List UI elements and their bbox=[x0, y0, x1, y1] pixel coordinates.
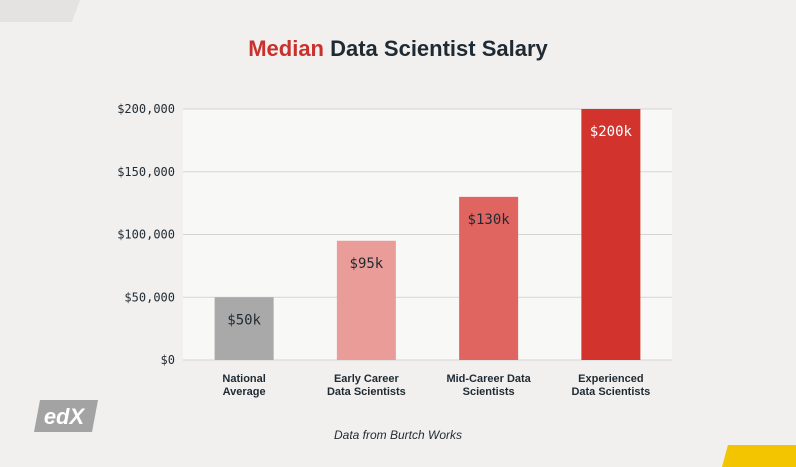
x-category-label: Scientists bbox=[463, 386, 515, 398]
y-tick-label: $100,000 bbox=[117, 228, 175, 242]
y-tick-label: $200,000 bbox=[117, 102, 175, 116]
x-category-label: National bbox=[222, 373, 265, 385]
bar bbox=[214, 297, 274, 360]
x-category-label: Average bbox=[223, 386, 266, 398]
data-label: $95k bbox=[350, 256, 384, 272]
edx-logo-text: edX bbox=[44, 404, 86, 429]
edx-logo: edX bbox=[34, 400, 98, 432]
data-label: $50k bbox=[227, 312, 261, 328]
x-category-label: Mid-Career Data bbox=[446, 373, 531, 385]
data-label: $200k bbox=[590, 124, 633, 140]
bar bbox=[459, 196, 519, 360]
x-category-label: Data Scientists bbox=[571, 386, 650, 398]
x-category-label: Early Career bbox=[334, 373, 400, 385]
data-label: $130k bbox=[468, 212, 511, 228]
bar bbox=[336, 240, 396, 360]
x-category-label: Experienced bbox=[578, 373, 643, 385]
y-tick-label: $0 bbox=[161, 353, 175, 367]
source-note: Data from Burtch Works bbox=[333, 428, 463, 442]
chart-title-rest: Data Scientist Salary bbox=[324, 36, 548, 61]
y-tick-label: $50,000 bbox=[124, 290, 175, 304]
corner-decoration-bottom-right bbox=[722, 445, 796, 467]
x-category-label: Data Scientists bbox=[327, 386, 406, 398]
bar bbox=[581, 109, 641, 360]
chart-title: Median Data Scientist Salary bbox=[0, 36, 796, 62]
corner-decoration-top-left bbox=[0, 0, 80, 22]
chart-title-highlight: Median bbox=[248, 36, 324, 61]
y-tick-label: $150,000 bbox=[117, 165, 175, 179]
